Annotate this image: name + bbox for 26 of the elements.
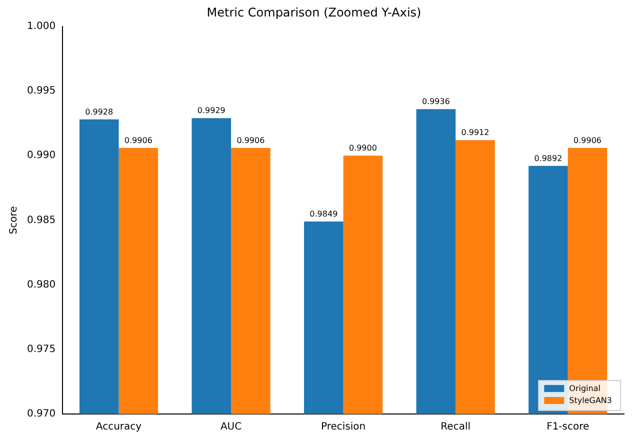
data-label: 0.9906 — [124, 136, 152, 145]
x-tick-label: Precision — [321, 422, 366, 433]
data-label: 0.9929 — [197, 106, 226, 116]
x-tick-label: Accuracy — [96, 422, 142, 433]
chart-title: Metric Comparison (Zoomed Y-Axis) — [206, 5, 422, 20]
x-tick-label: Recall — [440, 422, 471, 433]
data-label: 0.9900 — [348, 144, 377, 153]
y-tick-label: 0.980 — [26, 279, 56, 290]
data-label: 0.9892 — [534, 154, 562, 164]
legend-label: Original — [569, 384, 600, 394]
y-tick-label: 1.000 — [26, 20, 56, 32]
data-label: 0.9936 — [422, 97, 450, 106]
data-label: 0.9928 — [85, 108, 114, 116]
y-tick-label: 0.970 — [26, 408, 56, 420]
data-label: 0.9906 — [236, 136, 265, 145]
y-tick-label: 0.985 — [26, 214, 56, 226]
legend-label: StyleGAN3 — [569, 396, 612, 406]
y-tick-label: 0.995 — [26, 86, 56, 97]
y-tick-label: 0.990 — [26, 150, 56, 162]
y-axis-title: Score — [8, 206, 20, 234]
data-label: 0.9849 — [310, 210, 338, 219]
x-tick-label: F1-score — [546, 422, 590, 433]
data-label: 0.9912 — [461, 128, 490, 138]
y-tick-label: 0.975 — [26, 344, 56, 355]
data-label: 0.9906 — [574, 136, 602, 145]
x-tick-label: AUC — [220, 422, 242, 433]
